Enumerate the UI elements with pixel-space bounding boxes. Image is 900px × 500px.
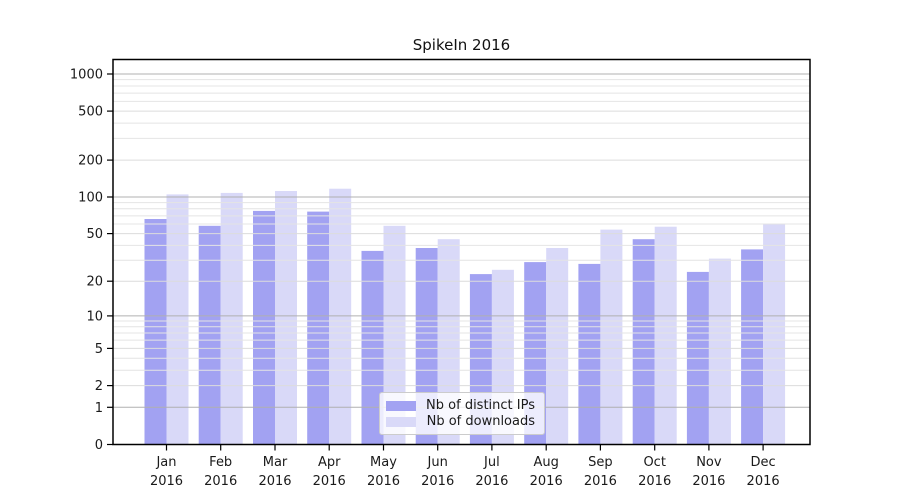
y-tick-label-10: 10 — [86, 309, 103, 324]
legend-swatch-downloads — [386, 416, 416, 427]
bar-downloads-dec — [763, 224, 786, 445]
bar-distinct-ips-sep — [578, 263, 601, 445]
y-tick-label-50: 50 — [86, 227, 103, 242]
x-tick-label-year-nov: 2016 — [692, 474, 725, 489]
x-tick-label-year-may: 2016 — [367, 474, 400, 489]
x-tick-label-year-jun: 2016 — [421, 474, 454, 489]
bar-downloads-may — [383, 225, 406, 445]
legend-row-downloads: Nb of downloads — [386, 414, 535, 429]
x-tick-label-month-dec: Dec — [751, 455, 776, 470]
x-tick-label-month-aug: Aug — [534, 455, 559, 470]
y-tick-label-0: 0 — [95, 438, 103, 453]
y-tick-label-20: 20 — [86, 275, 103, 290]
bar-distinct-ips-jan — [144, 219, 167, 445]
x-tick-label-year-jan: 2016 — [150, 474, 183, 489]
x-tick-label-year-dec: 2016 — [747, 474, 780, 489]
y-tick-label-500: 500 — [78, 105, 103, 120]
bar-downloads-apr — [329, 188, 352, 445]
y-tick-label-2: 2 — [95, 379, 103, 394]
bar-downloads-nov — [708, 258, 731, 445]
bar-downloads-feb — [220, 192, 243, 445]
x-tick-label-month-jan: Jan — [155, 455, 176, 470]
y-tick-label-1: 1 — [95, 401, 103, 416]
x-tick-label-year-aug: 2016 — [530, 474, 563, 489]
bar-downloads-mar — [275, 191, 297, 445]
plot-border — [112, 58, 811, 446]
bar-downloads-aug — [546, 248, 569, 445]
bar-distinct-ips-apr — [307, 211, 330, 445]
legend: Nb of distinct IPs Nb of downloads — [379, 392, 545, 435]
bar-distinct-ips-mar — [253, 210, 275, 445]
x-tick-label-month-apr: Apr — [318, 455, 341, 470]
bar-distinct-ips-dec — [741, 249, 764, 445]
x-tick-label-year-mar: 2016 — [258, 474, 291, 489]
x-tick-label-year-feb: 2016 — [204, 474, 237, 489]
x-tick-label-year-oct: 2016 — [638, 474, 671, 489]
legend-row-distinct-ips: Nb of distinct IPs — [386, 398, 535, 413]
x-tick-label-month-mar: Mar — [263, 455, 288, 470]
y-tick-label-200: 200 — [78, 154, 103, 169]
x-tick-label-month-sep: Sep — [588, 455, 613, 470]
x-tick-label-month-may: May — [370, 455, 397, 470]
legend-swatch-distinct-ips — [386, 400, 416, 411]
x-tick-label-month-feb: Feb — [209, 455, 232, 470]
y-tick-label-100: 100 — [78, 191, 103, 206]
bar-distinct-ips-oct — [632, 239, 655, 445]
x-tick-label-year-apr: 2016 — [313, 474, 346, 489]
legend-label-downloads: Nb of downloads — [426, 414, 535, 429]
y-tick-label-1000: 1000 — [70, 68, 103, 83]
bar-downloads-jan — [166, 194, 189, 445]
bar-downloads-sep — [600, 229, 623, 445]
x-tick-label-year-sep: 2016 — [584, 474, 617, 489]
chart-title: SpikeIn 2016 — [412, 36, 511, 54]
x-tick-label-month-nov: Nov — [696, 455, 722, 470]
legend-label-distinct-ips: Nb of distinct IPs — [426, 398, 535, 413]
x-tick-label-month-jul: Jul — [483, 455, 500, 470]
bar-downloads-oct — [654, 226, 677, 445]
x-tick-label-year-jul: 2016 — [475, 474, 508, 489]
x-tick-label-month-jun: Jun — [427, 455, 448, 470]
x-tick-label-month-oct: Oct — [643, 455, 665, 470]
bar-distinct-ips-feb — [198, 225, 221, 445]
y-tick-label-5: 5 — [95, 342, 103, 357]
bar-distinct-ips-may — [361, 250, 384, 445]
